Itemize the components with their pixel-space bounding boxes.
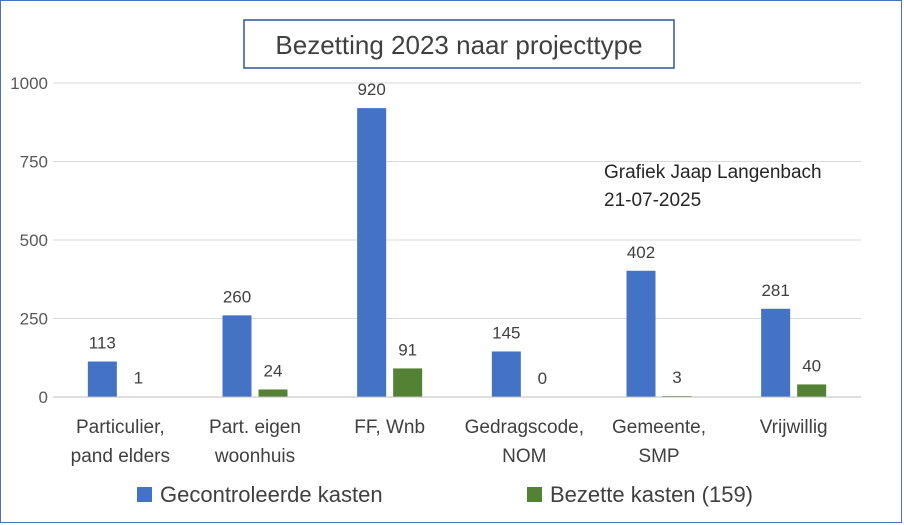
category-label: FF, Wnb bbox=[354, 417, 425, 438]
bar-gecontroleerde bbox=[761, 308, 791, 397]
legend-label: Gecontroleerde kasten bbox=[160, 482, 383, 507]
data-label: 260 bbox=[223, 287, 251, 306]
bar-gecontroleerde bbox=[491, 351, 521, 397]
category-label: Gedragscode, NOM bbox=[465, 417, 584, 467]
category-label-line: SMP bbox=[638, 446, 679, 467]
bar-bezette bbox=[797, 384, 827, 397]
data-label: 3 bbox=[672, 368, 681, 387]
category-label-line: Gedragscode, bbox=[465, 417, 584, 438]
data-label: 145 bbox=[492, 323, 520, 342]
category-label: Gemeente, SMP bbox=[612, 417, 706, 467]
legend-swatch bbox=[527, 487, 542, 502]
chart-annotation-line-2: 21-07-2025 bbox=[604, 190, 701, 211]
category-label: Part. eigen woonhuis bbox=[209, 417, 301, 467]
category-label-line: Vrijwillig bbox=[760, 417, 828, 438]
bar-gecontroleerde bbox=[357, 108, 387, 398]
category-label-line: pand elders bbox=[71, 446, 170, 467]
bar-gecontroleerde bbox=[87, 361, 117, 397]
chart-legend: Gecontroleerde kasten Bezette kasten (159… bbox=[137, 482, 753, 507]
category-label-line: FF, Wnb bbox=[354, 417, 425, 438]
bar-gecontroleerde bbox=[222, 315, 252, 397]
chart-title: Bezetting 2023 naar projecttype bbox=[275, 30, 642, 60]
y-tick-label: 0 bbox=[39, 388, 48, 407]
category-label-line: woonhuis bbox=[214, 446, 295, 467]
category-label-line: Particulier, bbox=[76, 417, 165, 438]
y-tick-label: 750 bbox=[20, 153, 48, 172]
y-tick-label: 1000 bbox=[10, 74, 48, 93]
data-label: 40 bbox=[802, 356, 821, 375]
bar-bezette bbox=[258, 389, 288, 397]
category-label: Particulier, pand elders bbox=[71, 417, 170, 467]
legend-swatch bbox=[137, 487, 152, 502]
data-label: 281 bbox=[761, 281, 789, 300]
data-label: 920 bbox=[357, 80, 385, 99]
category-label-line: Part. eigen bbox=[209, 417, 301, 438]
data-label: 1 bbox=[134, 369, 143, 388]
y-tick-label: 500 bbox=[20, 231, 48, 250]
data-label: 0 bbox=[538, 369, 547, 388]
data-label: 24 bbox=[264, 361, 283, 380]
y-tick-label: 250 bbox=[20, 310, 48, 329]
data-label: 113 bbox=[89, 334, 116, 353]
category-label: Vrijwillig bbox=[760, 417, 828, 438]
data-label: 91 bbox=[398, 340, 417, 359]
category-label-line: NOM bbox=[502, 446, 546, 467]
bar-bezette bbox=[393, 368, 423, 397]
category-label-line: Gemeente, bbox=[612, 417, 706, 438]
chart-title-box bbox=[243, 19, 675, 69]
data-label: 402 bbox=[627, 243, 655, 262]
chart-annotation-line-1: Grafiek Jaap Langenbach bbox=[604, 162, 822, 183]
legend-label: Bezette kasten (159) bbox=[550, 482, 753, 507]
bar-gecontroleerde bbox=[626, 270, 656, 397]
